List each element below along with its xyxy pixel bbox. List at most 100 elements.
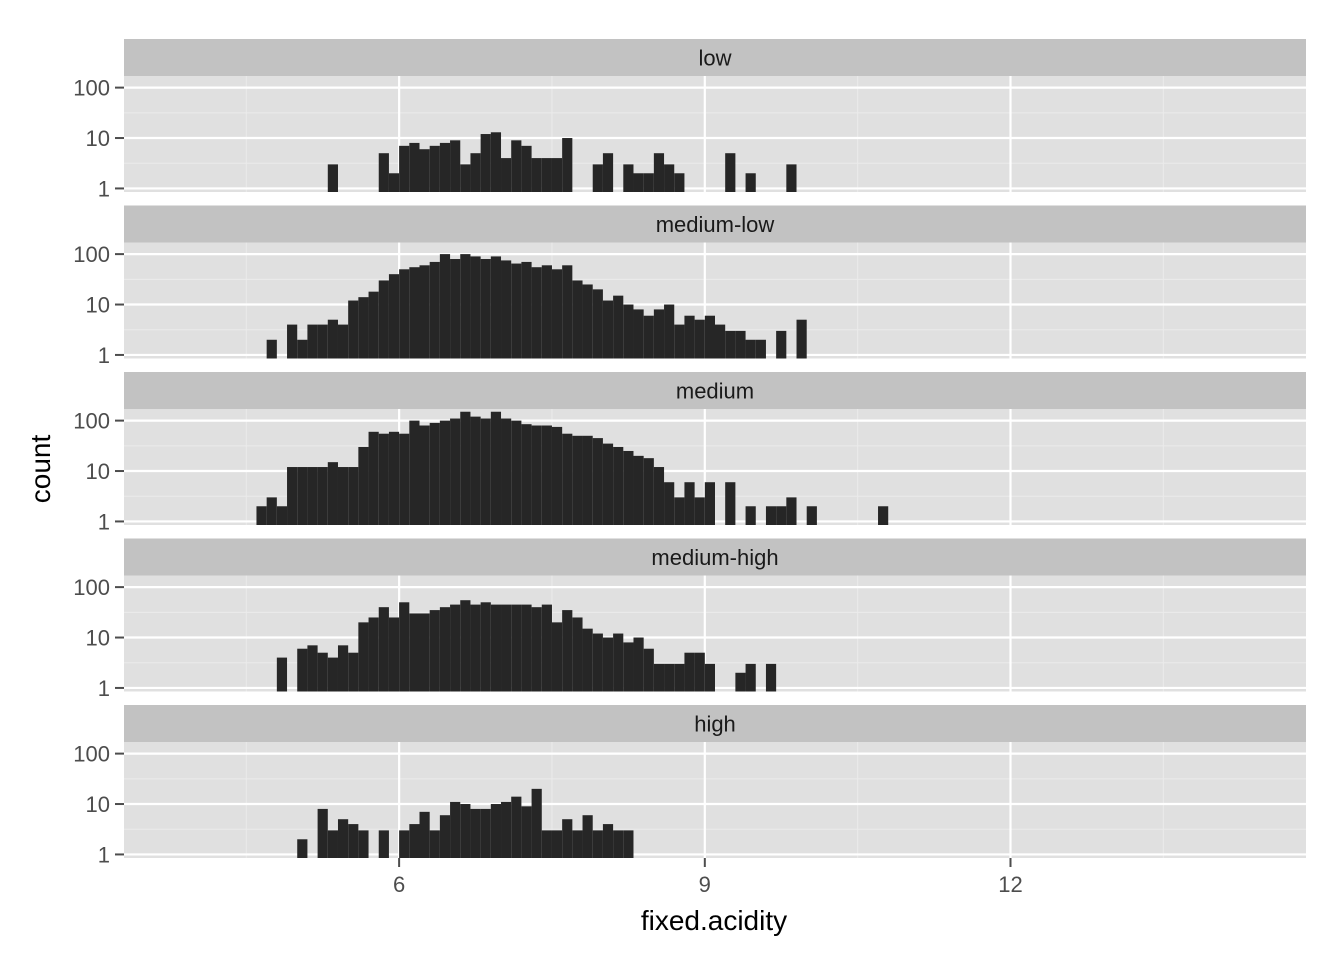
histogram-bar: [419, 425, 430, 525]
histogram-bar: [378, 830, 389, 858]
histogram-bar: [704, 315, 715, 359]
histogram-bar: [521, 604, 532, 692]
histogram-bar: [439, 607, 451, 692]
histogram-bar: [358, 622, 369, 692]
strip-background: [124, 705, 1306, 742]
histogram-bar: [735, 330, 746, 359]
histogram-bar: [317, 808, 328, 858]
histogram-bar: [674, 497, 685, 525]
axes-layer: 6 9 12: [393, 858, 1023, 897]
histogram-bar: [786, 497, 797, 525]
histogram-bar: [531, 788, 542, 858]
y-tick-label: 1: [98, 509, 110, 534]
histogram-bar: [399, 145, 410, 192]
histogram-bar: [674, 324, 685, 359]
histogram-bar: [490, 411, 502, 525]
histogram-bar: [602, 637, 614, 692]
histogram-bar: [613, 295, 624, 359]
histogram-bar: [337, 324, 349, 359]
histogram-bar: [317, 324, 328, 359]
histogram-bar: [521, 261, 532, 359]
histogram-bar: [674, 173, 685, 192]
facet-medium-low: medium-low 1 10 100: [73, 205, 1306, 368]
histogram-bar: [439, 420, 451, 525]
histogram-bar: [541, 604, 552, 692]
histogram-bar: [419, 811, 430, 858]
strip-background: [124, 372, 1306, 409]
histogram-bar: [501, 801, 512, 858]
histogram-bar: [327, 462, 338, 525]
histogram-bar: [419, 265, 430, 359]
histogram-bar: [562, 265, 573, 359]
histogram-bar: [511, 420, 522, 525]
histogram-bar: [490, 804, 502, 858]
histogram-bar: [623, 642, 634, 692]
histogram-bar: [501, 260, 512, 359]
histogram-bar: [745, 173, 756, 192]
y-tick-label: 10: [86, 126, 110, 151]
histogram-bar: [521, 424, 532, 525]
histogram-bar: [409, 613, 420, 692]
histogram-bar: [337, 467, 349, 525]
histogram-bar: [643, 648, 654, 692]
histogram-bar: [653, 309, 665, 359]
histogram-bar: [368, 431, 379, 525]
histogram-bar: [694, 319, 705, 359]
histogram-bar: [480, 259, 491, 359]
histogram-bar: [582, 628, 593, 692]
histogram-bar: [480, 602, 491, 692]
histogram-bar: [521, 806, 532, 858]
histogram-bar: [664, 663, 675, 692]
histogram-bar: [501, 604, 512, 692]
histogram-bar: [419, 613, 430, 692]
histogram-bar: [317, 652, 328, 692]
histogram-bar: [653, 663, 665, 692]
histogram-bar: [337, 645, 349, 692]
histogram-bar: [266, 497, 277, 525]
histogram-bar: [602, 824, 614, 858]
histogram-bar: [490, 256, 502, 359]
histogram-bar: [399, 433, 410, 525]
histogram-bar: [745, 506, 756, 525]
histogram-bar: [409, 420, 420, 525]
histogram-bar: [745, 339, 756, 359]
histogram-bar: [429, 422, 440, 525]
histogram-bar: [786, 164, 797, 192]
histogram-bar: [450, 140, 461, 192]
histogram-bar: [297, 839, 308, 858]
panel-background: [124, 76, 1306, 192]
histogram-bar: [490, 132, 502, 192]
histogram-bar: [450, 604, 461, 692]
histogram-bar: [735, 672, 746, 692]
histogram-bar: [439, 815, 451, 858]
y-tick-label: 10: [86, 792, 110, 817]
histogram-bar: [643, 315, 654, 359]
histogram-bar: [460, 254, 471, 359]
histogram-bar: [613, 830, 624, 858]
histogram-bar: [551, 830, 563, 858]
histogram-bar: [694, 652, 705, 692]
histogram-bar: [327, 319, 338, 359]
histogram-bar: [704, 663, 715, 692]
histogram-bar: [531, 267, 542, 359]
histogram-bar: [327, 164, 338, 192]
histogram-bar: [878, 506, 889, 525]
histogram-bar: [653, 467, 665, 525]
histogram-bar: [541, 830, 552, 858]
histogram-bar: [511, 140, 522, 192]
histogram-bar: [470, 416, 481, 525]
histogram-bar: [592, 830, 603, 858]
histogram-bar: [266, 339, 277, 359]
x-tick-label: 6: [393, 872, 405, 897]
histogram-bar: [551, 269, 563, 359]
histogram-bar: [287, 467, 298, 525]
histogram-bar: [450, 259, 461, 359]
facet-low: low 1 10 100: [73, 39, 1306, 201]
histogram-bar: [470, 153, 481, 192]
histogram-bar: [327, 830, 338, 858]
histogram-bar: [531, 607, 542, 692]
histogram-bar: [511, 263, 522, 359]
strip-label: medium: [676, 379, 754, 404]
histogram-bar: [388, 617, 400, 692]
